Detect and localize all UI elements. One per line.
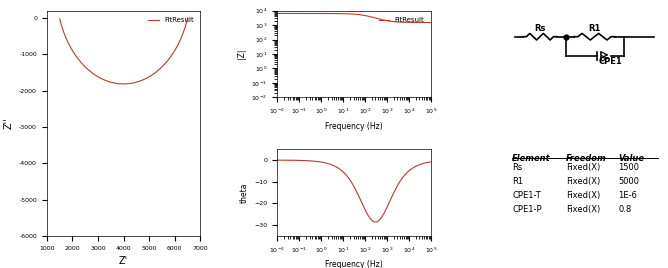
Text: Rs: Rs <box>534 24 546 33</box>
Text: CPE1-P: CPE1-P <box>512 205 542 214</box>
Text: 5000: 5000 <box>619 177 639 186</box>
X-axis label: Frequency (Hz): Frequency (Hz) <box>325 122 383 131</box>
Y-axis label: |Z|: |Z| <box>237 49 246 59</box>
Legend: FitResult: FitResult <box>376 14 428 26</box>
Text: 0.8: 0.8 <box>619 205 631 214</box>
Text: R1: R1 <box>589 24 601 33</box>
Text: R1: R1 <box>512 177 524 186</box>
Y-axis label: Z'': Z'' <box>3 117 13 129</box>
Y-axis label: theta: theta <box>240 182 248 203</box>
Text: Fixed(X): Fixed(X) <box>566 177 601 186</box>
X-axis label: Z': Z' <box>119 256 128 266</box>
Text: Element: Element <box>512 154 551 163</box>
Text: Fixed(X): Fixed(X) <box>566 191 601 200</box>
Text: Fixed(X): Fixed(X) <box>566 163 601 172</box>
Text: CPE1: CPE1 <box>599 57 623 66</box>
Text: CPE1-T: CPE1-T <box>512 191 541 200</box>
Legend: FitResult: FitResult <box>146 14 197 26</box>
Text: 1500: 1500 <box>619 163 639 172</box>
Text: 1E-6: 1E-6 <box>619 191 637 200</box>
Text: Rs: Rs <box>512 163 522 172</box>
Text: Value: Value <box>619 154 645 163</box>
X-axis label: Frequency (Hz): Frequency (Hz) <box>325 260 383 268</box>
Text: Freedom: Freedom <box>566 154 607 163</box>
Text: Fixed(X): Fixed(X) <box>566 205 601 214</box>
